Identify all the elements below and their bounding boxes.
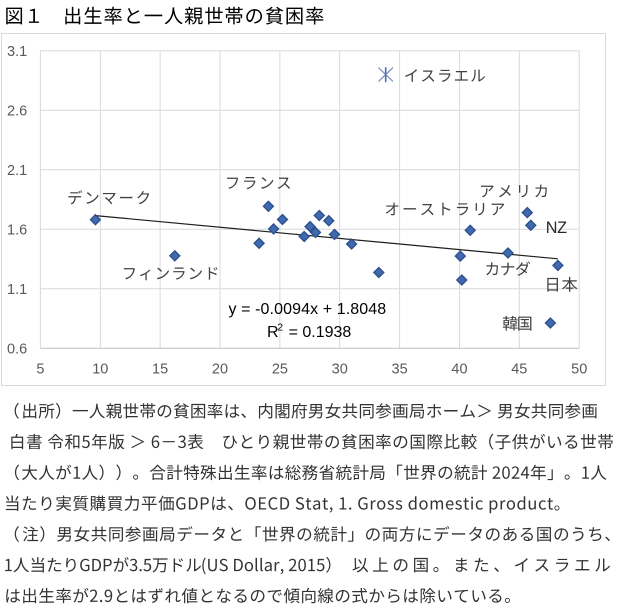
- svg-text:50: 50: [571, 362, 587, 378]
- svg-text:30: 30: [332, 362, 348, 378]
- svg-text:25: 25: [272, 362, 288, 378]
- svg-text:1.6: 1.6: [7, 223, 27, 239]
- svg-text:NZ: NZ: [546, 219, 567, 237]
- svg-text:15: 15: [152, 362, 168, 378]
- svg-text:45: 45: [511, 362, 527, 378]
- svg-text:20: 20: [212, 362, 228, 378]
- svg-text:0.6: 0.6: [7, 342, 27, 358]
- svg-text:1.1: 1.1: [7, 282, 27, 298]
- svg-text:2.1: 2.1: [7, 163, 27, 179]
- svg-text:40: 40: [451, 362, 467, 378]
- svg-text:R: R: [267, 324, 279, 341]
- svg-text:2.6: 2.6: [7, 104, 27, 120]
- svg-text:y = -0.0094x + 1.8048: y = -0.0094x + 1.8048: [229, 301, 387, 318]
- svg-text:35: 35: [392, 362, 408, 378]
- svg-text:10: 10: [92, 362, 108, 378]
- svg-text:2: 2: [277, 322, 283, 334]
- svg-text:= 0.1938: = 0.1938: [289, 324, 352, 341]
- svg-text:5: 5: [36, 362, 44, 378]
- svg-text:3.1: 3.1: [7, 44, 27, 60]
